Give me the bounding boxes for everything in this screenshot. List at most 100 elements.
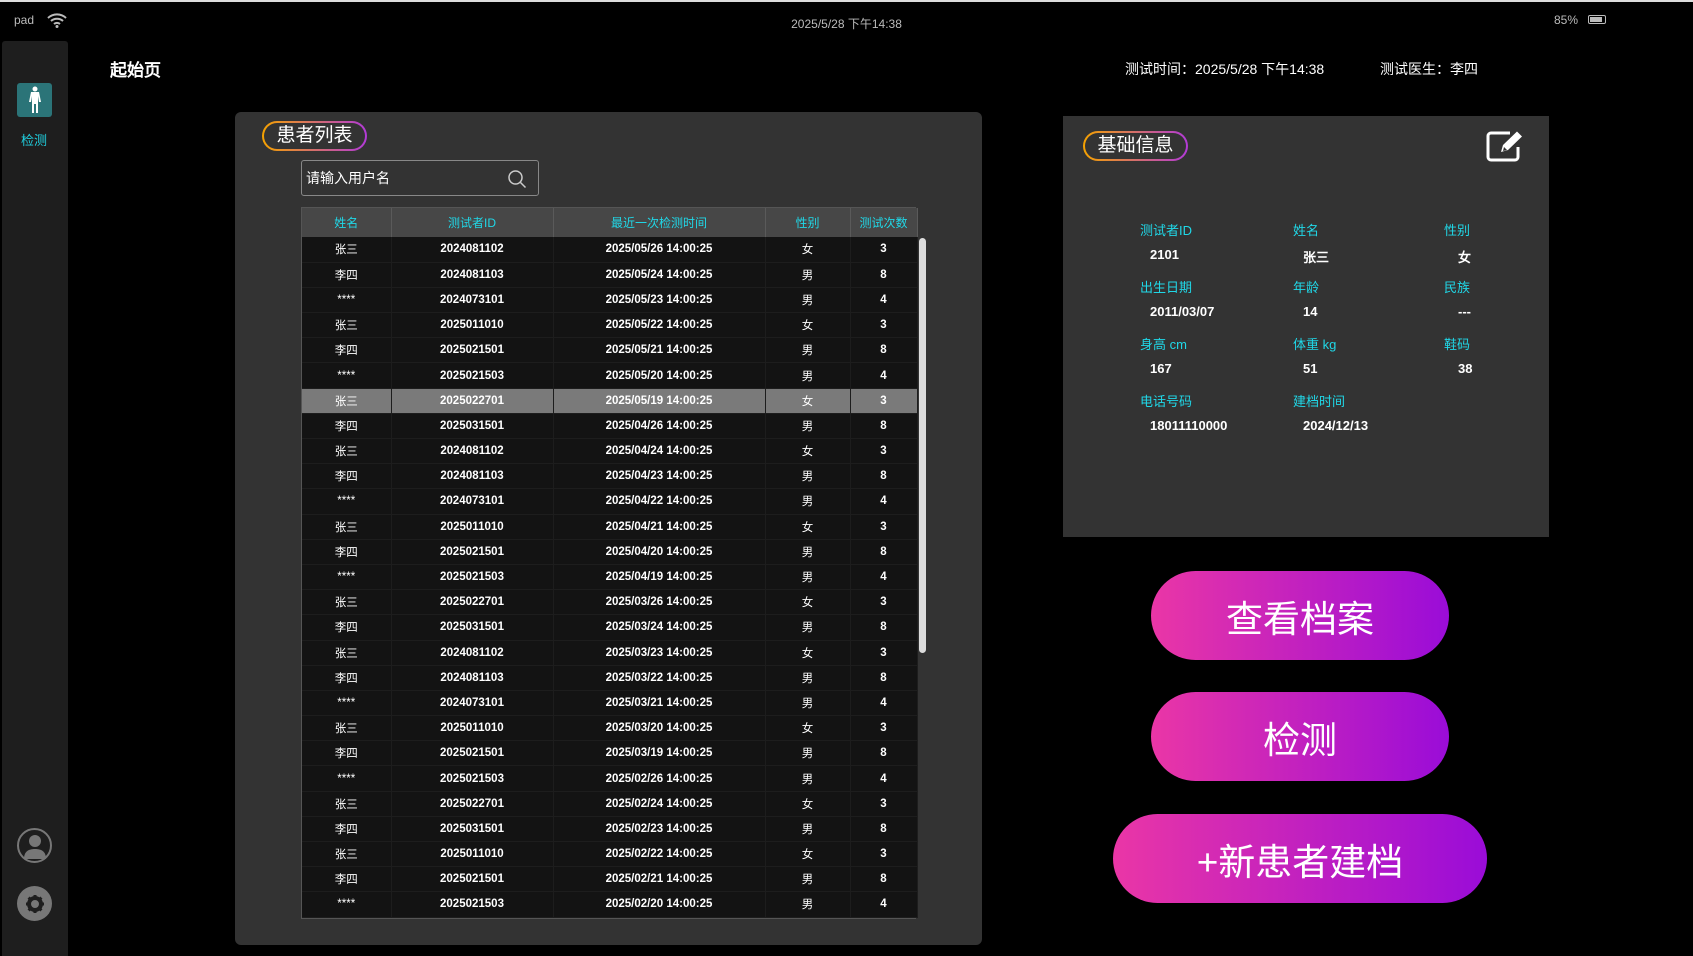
table-cell: 3	[850, 715, 918, 742]
table-row[interactable]: 李四 2025031501 2025/04/26 14:00:25 男 8	[302, 413, 918, 440]
table-row[interactable]: 张三 2025022701 2025/05/19 14:00:25 女 3	[302, 388, 918, 414]
table-cell: 2025/02/23 14:00:25	[553, 816, 766, 843]
table-cell: 3	[850, 438, 918, 465]
page-title: 起始页	[110, 61, 161, 80]
table-cell: 男	[765, 488, 851, 515]
table-cell: 女	[765, 589, 851, 616]
info-label: 体重 kg	[1293, 337, 1337, 352]
table-cell: 4	[850, 362, 918, 389]
table-row[interactable]: 张三 2024081102 2025/03/23 14:00:25 女 3	[302, 640, 918, 666]
table-cell: 2025/05/26 14:00:25	[553, 237, 766, 263]
info-label: 出生日期	[1140, 280, 1193, 295]
table-row[interactable]: 张三 2025011010 2025/02/22 14:00:25 女 3	[302, 841, 918, 868]
table-row[interactable]: **** 2025021503 2025/04/19 14:00:25 男 4	[302, 564, 918, 591]
test-time: 测试时间：2025/5/28 下午14:38	[1125, 61, 1325, 77]
status-datetime: 2025/5/28 下午14:38	[791, 17, 902, 31]
table-row[interactable]: 张三 2024081102 2025/05/26 14:00:25 女 3	[302, 237, 918, 263]
table-cell: 2025031501	[391, 413, 554, 440]
table-cell: 8	[850, 337, 918, 364]
table-cell: 男	[765, 866, 851, 893]
table-cell: 张三	[302, 715, 392, 742]
table-cell: 2025/04/22 14:00:25	[553, 488, 766, 515]
sidebar-item-detect[interactable]	[17, 83, 52, 117]
info-label: 鞋码	[1444, 337, 1471, 352]
table-cell: 8	[850, 816, 918, 843]
table-cell: 张三	[302, 312, 392, 339]
user-icon[interactable]	[17, 828, 52, 863]
table-cell: 8	[850, 262, 918, 288]
table-cell: 女	[765, 640, 851, 666]
table-row[interactable]: 张三 2025022701 2025/02/24 14:00:25 女 3	[302, 791, 918, 817]
table-cell: ****	[302, 287, 392, 314]
table-cell: 男	[765, 816, 851, 843]
patient-list-title: 患者列表	[262, 121, 367, 151]
table-row[interactable]: 李四 2025021501 2025/05/21 14:00:25 男 8	[302, 337, 918, 364]
table-cell: 8	[850, 740, 918, 767]
table-cell: 2025/05/22 14:00:25	[553, 312, 766, 339]
table-row[interactable]: 李四 2025021501 2025/02/21 14:00:25 男 8	[302, 866, 918, 893]
table-cell: 2025/03/19 14:00:25	[553, 740, 766, 767]
column-header: 测试次数	[850, 208, 918, 237]
human-body-icon	[28, 86, 41, 113]
table-cell: 2025/03/23 14:00:25	[553, 640, 766, 666]
table-cell: 8	[850, 614, 918, 641]
table-row[interactable]: **** 2024073101 2025/04/22 14:00:25 男 4	[302, 488, 918, 515]
table-cell: 3	[850, 841, 918, 868]
table-cell: 2024081102	[391, 438, 554, 465]
edit-icon[interactable]	[1486, 130, 1526, 162]
table-scrollbar[interactable]	[919, 238, 926, 653]
table-cell: 8	[850, 539, 918, 565]
table-row[interactable]: 李四 2024081103 2025/04/23 14:00:25 男 8	[302, 463, 918, 490]
sidebar-item-label[interactable]: 检测	[20, 133, 47, 148]
table-row[interactable]: 张三 2024081102 2025/04/24 14:00:25 女 3	[302, 438, 918, 465]
table-cell: 女	[765, 841, 851, 868]
table-cell: 2025/02/20 14:00:25	[553, 891, 766, 918]
table-cell: 男	[765, 690, 851, 717]
table-cell: 李四	[302, 463, 392, 490]
wifi-icon	[47, 13, 67, 28]
table-row[interactable]: 张三 2025011010 2025/05/22 14:00:25 女 3	[302, 312, 918, 339]
info-value: 38	[1458, 361, 1473, 376]
table-row[interactable]: 李四 2024081103 2025/03/22 14:00:25 男 8	[302, 665, 918, 691]
table-row[interactable]: 李四 2025021501 2025/04/20 14:00:25 男 8	[302, 539, 918, 565]
table-row[interactable]: 李四 2025031501 2025/03/24 14:00:25 男 8	[302, 614, 918, 641]
detect-button[interactable]: 检测	[1151, 692, 1449, 781]
gear-icon[interactable]	[17, 886, 52, 921]
table-row[interactable]: 张三 2025011010 2025/04/21 14:00:25 女 3	[302, 514, 918, 540]
table-cell: 张三	[302, 589, 392, 616]
table-cell: 2024081103	[391, 262, 554, 288]
search-input[interactable]	[306, 161, 506, 195]
info-label: 民族	[1444, 280, 1471, 295]
table-row[interactable]: **** 2025021503 2025/02/20 14:00:25 男 4	[302, 891, 918, 918]
info-value: ---	[1458, 304, 1471, 319]
table-cell: 张三	[302, 514, 392, 540]
table-cell: 2025/04/20 14:00:25	[553, 539, 766, 565]
info-value: 女	[1458, 250, 1472, 265]
table-row[interactable]: 李四 2024081103 2025/05/24 14:00:25 男 8	[302, 262, 918, 288]
info-label: 姓名	[1293, 223, 1320, 238]
table-row[interactable]: **** 2024073101 2025/05/23 14:00:25 男 4	[302, 287, 918, 314]
info-label: 年龄	[1293, 280, 1320, 295]
new-patient-button[interactable]: +新患者建档	[1113, 814, 1487, 903]
table-cell: 女	[765, 237, 851, 263]
table-cell: 张三	[302, 841, 392, 868]
table-cell: 男	[765, 740, 851, 767]
table-row[interactable]: **** 2024073101 2025/03/21 14:00:25 男 4	[302, 690, 918, 717]
table-cell: 男	[765, 362, 851, 389]
table-row[interactable]: **** 2025021503 2025/05/20 14:00:25 男 4	[302, 362, 918, 389]
table-row[interactable]: 李四 2025021501 2025/03/19 14:00:25 男 8	[302, 740, 918, 767]
table-row[interactable]: **** 2025021503 2025/02/26 14:00:25 男 4	[302, 765, 918, 792]
table-cell: 男	[765, 891, 851, 918]
search-icon[interactable]	[507, 169, 527, 189]
table-cell: 2025/03/22 14:00:25	[553, 665, 766, 691]
table-cell: 2025/02/22 14:00:25	[553, 841, 766, 868]
table-cell: 2025011010	[391, 514, 554, 540]
view-record-button[interactable]: 查看档案	[1151, 571, 1449, 660]
table-cell: ****	[302, 362, 392, 389]
table-row[interactable]: 张三 2025011010 2025/03/20 14:00:25 女 3	[302, 715, 918, 742]
table-cell: 2025021503	[391, 362, 554, 389]
table-cell: 2025/04/23 14:00:25	[553, 463, 766, 490]
table-cell: 2025/03/26 14:00:25	[553, 589, 766, 616]
table-row[interactable]: 李四 2025031501 2025/02/23 14:00:25 男 8	[302, 816, 918, 843]
table-row[interactable]: 张三 2025022701 2025/03/26 14:00:25 女 3	[302, 589, 918, 616]
